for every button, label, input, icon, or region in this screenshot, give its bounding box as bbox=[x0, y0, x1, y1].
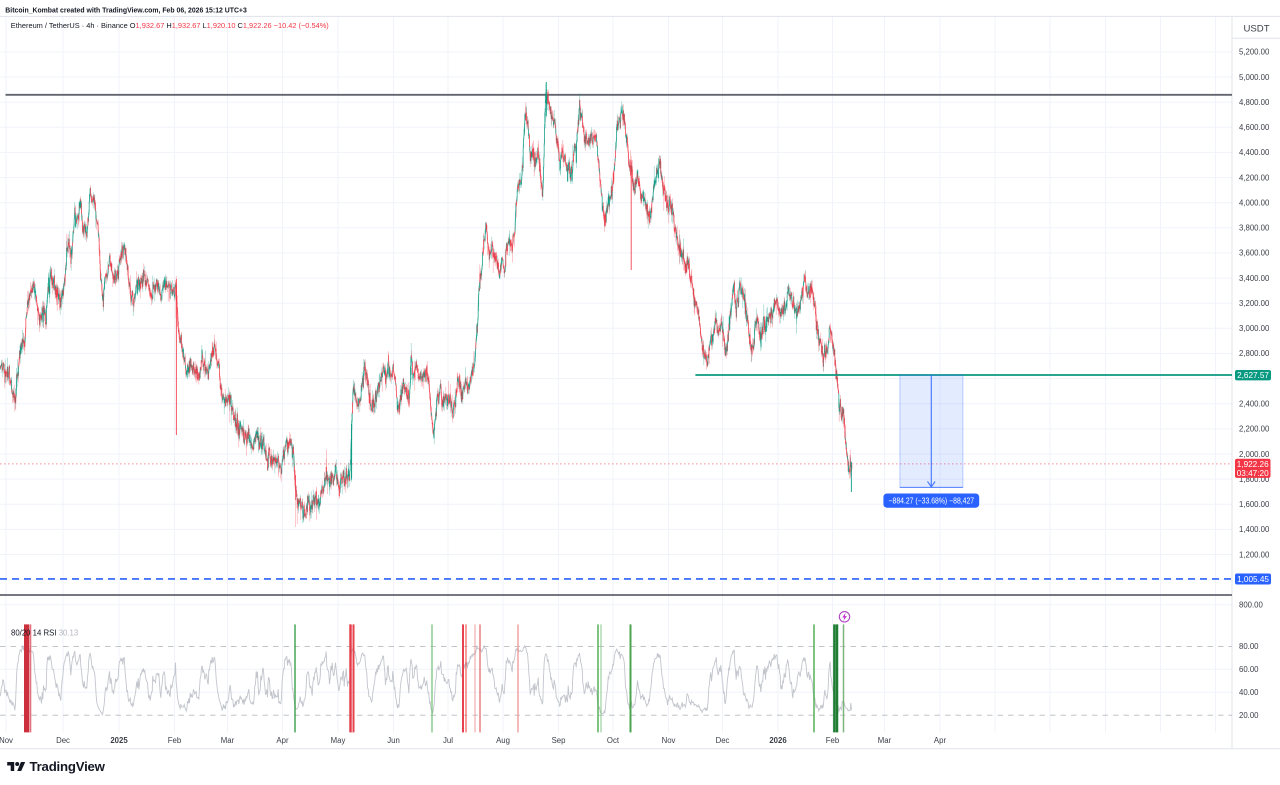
svg-text:40.00: 40.00 bbox=[1239, 688, 1259, 697]
svg-text:May: May bbox=[331, 736, 346, 745]
svg-text:4,200.00: 4,200.00 bbox=[1239, 173, 1270, 182]
svg-text:1,922.26: 1,922.26 bbox=[1237, 460, 1269, 469]
svg-text:2,800.00: 2,800.00 bbox=[1239, 349, 1270, 358]
svg-text:5,200.00: 5,200.00 bbox=[1239, 48, 1270, 57]
svg-text:2026: 2026 bbox=[769, 736, 787, 745]
svg-text:80.00: 80.00 bbox=[1239, 642, 1259, 651]
svg-text:2025: 2025 bbox=[110, 736, 128, 745]
svg-text:3,400.00: 3,400.00 bbox=[1239, 274, 1270, 283]
svg-text:1,400.00: 1,400.00 bbox=[1239, 525, 1270, 534]
svg-text:Apr: Apr bbox=[276, 736, 289, 745]
svg-text:−884.27 (−33.68%) −88,427: −884.27 (−33.68%) −88,427 bbox=[889, 497, 975, 506]
svg-text:Dec: Dec bbox=[56, 736, 70, 745]
svg-text:Feb: Feb bbox=[168, 736, 182, 745]
svg-text:Jul: Jul bbox=[443, 736, 453, 745]
svg-text:Feb: Feb bbox=[826, 736, 840, 745]
svg-text:2,000.00: 2,000.00 bbox=[1239, 450, 1270, 459]
svg-text:Nov: Nov bbox=[0, 736, 13, 745]
svg-text:1,005.45: 1,005.45 bbox=[1237, 575, 1269, 584]
svg-text:3,600.00: 3,600.00 bbox=[1239, 249, 1270, 258]
svg-text:3,800.00: 3,800.00 bbox=[1239, 224, 1270, 233]
svg-text:80/20 14 RSI 30.13: 80/20 14 RSI 30.13 bbox=[11, 629, 78, 638]
svg-text:3,000.00: 3,000.00 bbox=[1239, 324, 1270, 333]
svg-text:800.00: 800.00 bbox=[1239, 601, 1264, 610]
svg-text:3,200.00: 3,200.00 bbox=[1239, 299, 1270, 308]
svg-text:Dec: Dec bbox=[716, 736, 730, 745]
svg-text:Sep: Sep bbox=[552, 736, 567, 745]
svg-text:2,200.00: 2,200.00 bbox=[1239, 425, 1270, 434]
svg-text:4,600.00: 4,600.00 bbox=[1239, 123, 1270, 132]
svg-text:Mar: Mar bbox=[878, 736, 892, 745]
svg-text:Apr: Apr bbox=[934, 736, 947, 745]
svg-text:Nov: Nov bbox=[662, 736, 676, 745]
svg-text:60.00: 60.00 bbox=[1239, 665, 1259, 674]
svg-text:TradingView: TradingView bbox=[30, 759, 106, 774]
svg-text:Mar: Mar bbox=[221, 736, 235, 745]
svg-text:USDT: USDT bbox=[1243, 23, 1269, 34]
svg-text:Bitcoin_Kombat created with Tr: Bitcoin_Kombat created with TradingView.… bbox=[5, 6, 247, 15]
svg-text:Aug: Aug bbox=[496, 736, 510, 745]
svg-text:5,000.00: 5,000.00 bbox=[1239, 73, 1270, 82]
svg-text:1,200.00: 1,200.00 bbox=[1239, 550, 1270, 559]
svg-text:1,600.00: 1,600.00 bbox=[1239, 500, 1270, 509]
svg-text:Oct: Oct bbox=[607, 736, 620, 745]
svg-text:2,400.00: 2,400.00 bbox=[1239, 400, 1270, 409]
svg-text:2,627.57: 2,627.57 bbox=[1237, 371, 1269, 380]
svg-text:Ethereum / TetherUS · 4h · Bin: Ethereum / TetherUS · 4h · Binance O1,93… bbox=[11, 21, 329, 30]
svg-text:20.00: 20.00 bbox=[1239, 711, 1259, 720]
svg-text:4,400.00: 4,400.00 bbox=[1239, 148, 1270, 157]
svg-text:4,000.00: 4,000.00 bbox=[1239, 199, 1270, 208]
svg-text:1,800.00: 1,800.00 bbox=[1239, 475, 1270, 484]
svg-text:Jun: Jun bbox=[387, 736, 400, 745]
svg-text:4,800.00: 4,800.00 bbox=[1239, 98, 1270, 107]
svg-text:03:47:20: 03:47:20 bbox=[1237, 469, 1269, 478]
